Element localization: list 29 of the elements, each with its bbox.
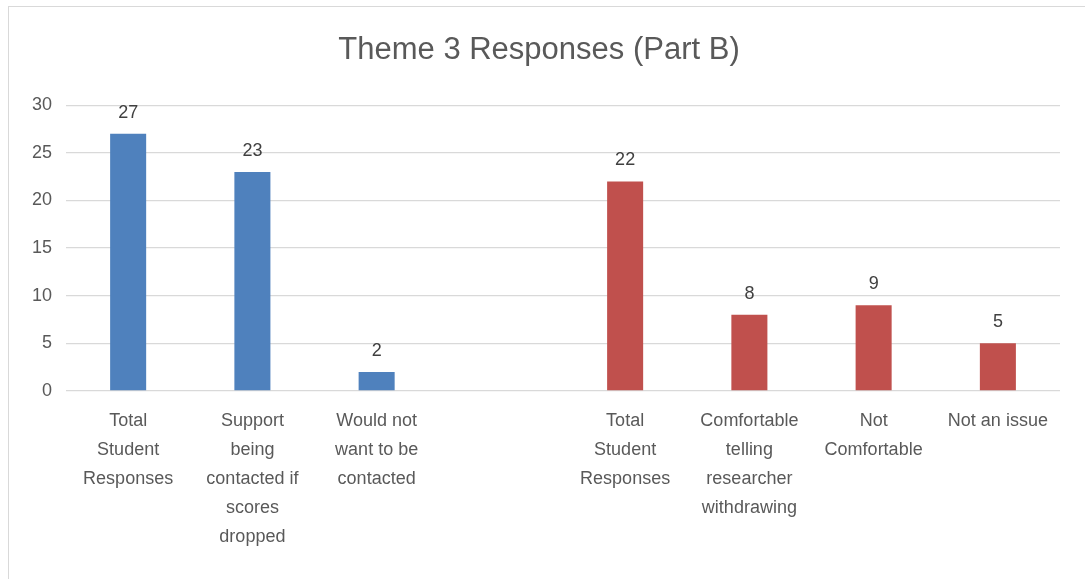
y-tick-label: 10 — [31, 284, 53, 305]
bar — [731, 314, 768, 391]
bar — [607, 181, 644, 391]
y-tick-label: 5 — [42, 332, 53, 353]
y-tick-label: 20 — [31, 189, 53, 210]
y-tick-label: 30 — [31, 94, 53, 115]
data-label: 22 — [615, 149, 636, 170]
y-tick-label: 0 — [42, 379, 53, 400]
x-tick-label: Comfortable telling researcher withdrawing — [700, 410, 799, 517]
data-label: 8 — [744, 282, 755, 303]
chart-title: Theme 3 Responses (Part B) — [338, 31, 740, 67]
y-tick-label: 15 — [31, 237, 53, 258]
data-label: 9 — [868, 273, 879, 294]
bar — [234, 171, 271, 391]
x-tick-label: Would not want to be contacted — [334, 410, 419, 488]
data-label: 23 — [242, 139, 263, 160]
data-label: 5 — [992, 311, 1003, 332]
x-tick-label: Total Student Responses — [580, 410, 671, 488]
data-label: 27 — [118, 101, 139, 122]
bar — [358, 371, 395, 391]
bar — [110, 133, 147, 391]
y-tick-label: 25 — [31, 141, 53, 162]
bar — [979, 343, 1016, 391]
x-tick-label: Total Student Responses — [83, 410, 174, 488]
x-tick-label: Support being contacted if scores dropped — [206, 410, 300, 546]
data-label: 2 — [371, 339, 382, 360]
x-tick-label: Not Comfortable — [824, 410, 923, 460]
x-tick-label: Not an issue — [947, 410, 1048, 431]
bar — [855, 305, 892, 391]
